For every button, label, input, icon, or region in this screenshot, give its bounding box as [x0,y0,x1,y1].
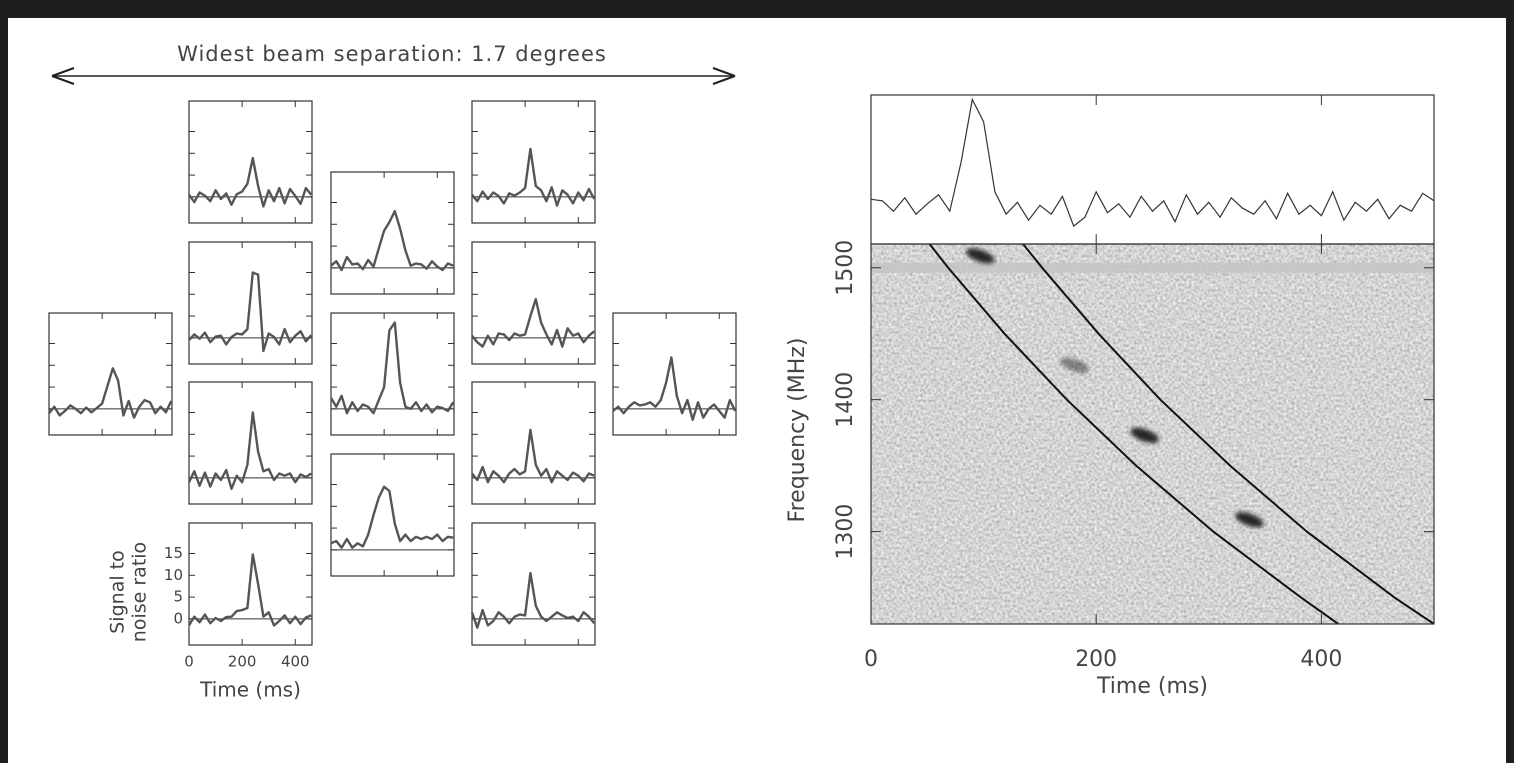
snr-line [187,411,312,490]
snr-line [48,367,173,419]
panel-frame [612,312,737,436]
y-axis-label: Frequency (MHz) [785,338,810,523]
panel-frame [330,171,455,295]
profile-frame [870,94,1435,245]
panel-frame [188,381,313,505]
dispersion-curve [928,244,1339,624]
beam-panel [612,312,737,436]
y-tick-label: 10 [164,566,183,584]
panel-frame [188,522,313,646]
x-tick-label: 0 [184,653,194,671]
beam-panel [188,100,313,224]
snr-line [612,356,737,421]
panel-frame [471,522,596,646]
beam-panel [187,381,313,505]
beam-panel [471,241,596,365]
spectrum-content [871,244,1434,624]
snr-line [188,156,313,208]
y-tick-label: 1300 [833,504,858,560]
beam-panel [48,312,173,436]
panel-frame [471,241,596,365]
x-tick-label: 0 [864,647,878,672]
dispersion-curve [1022,244,1434,624]
pulse [1130,427,1159,443]
beam-panel [330,453,455,577]
dynamic-spectrum: 0 200 400 1300 1400 1500 Time (ms) Frequency (M… [785,94,1435,699]
y-tick-label: 1400 [833,372,858,428]
snr-line [330,485,454,549]
y-tick-label: 1500 [833,240,858,296]
panel-frame [330,312,455,436]
beam-panel [471,100,596,224]
x-tick-label: 400 [281,653,310,671]
y-tick-label: 15 [164,544,183,562]
snr-line [188,271,313,353]
beam-panel [188,241,313,365]
panel-frame [48,312,173,436]
pulse-profile [870,97,1435,228]
snr-line [329,321,455,415]
rfi-band [871,262,1434,273]
x-axis-label: Time (ms) [1096,674,1208,699]
beam-panel [329,312,455,436]
beam-grid-title: Widest beam separation: 1.7 degrees [177,42,607,66]
beam-separation-arrow [51,67,736,85]
panel-frame [471,100,596,224]
y-tick-label: 5 [173,588,183,606]
snr-line [330,210,454,272]
snr-line [471,428,595,484]
x-tick-label: 200 [228,653,257,671]
x-tick-label: 200 [1075,647,1117,672]
y-axis-label: Signal to [107,550,129,633]
panel-frame [330,453,455,577]
panel-frame [188,241,313,365]
snr-line [471,147,596,207]
panel-frame [471,381,596,505]
pulse [1235,512,1264,528]
snr-line [470,571,596,629]
y-tick-label: 0 [173,609,183,627]
snr-line [187,553,312,627]
y-axis-label: noise ratio [129,542,151,642]
beam-panel [330,171,455,295]
beam-panel: 0 200 400 0 5 10 15 Time (ms) Signal to noise rat… [107,522,313,702]
x-axis-label: Time (ms) [199,678,301,702]
beam-panel [470,522,596,646]
pulse [965,248,995,264]
snr-line [471,297,595,348]
pulse [1060,357,1090,374]
panel-frame [188,100,313,224]
beam-panel [471,381,596,505]
x-tick-label: 400 [1300,647,1342,672]
